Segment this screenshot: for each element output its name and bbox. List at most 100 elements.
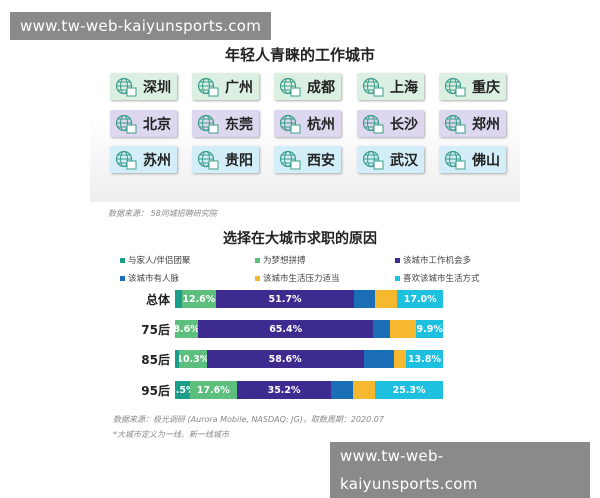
data-label: 12.6% [182, 293, 216, 305]
chart-note: *大城市定义为一线、新一线城市 [113, 430, 229, 439]
city-tile: 贵阳 [192, 146, 259, 173]
city-tile: 重庆 [439, 73, 506, 100]
globe-icon [279, 114, 301, 133]
city-tile: 上海 [357, 73, 424, 100]
city-tile: 佛山 [439, 146, 506, 173]
bar-segment: 25.3% [375, 381, 443, 399]
bar-segment: 58.6% [206, 350, 364, 368]
legend-swatch [395, 275, 400, 281]
legend-label: 该城市工作机会多 [403, 256, 472, 266]
globe-icon [197, 114, 219, 133]
data-label: 58.6% [268, 353, 302, 365]
city-name: 上海 [390, 79, 418, 96]
globe-icon [362, 150, 384, 169]
city-tile: 武汉 [357, 146, 424, 173]
watermark-banner: www.tw-web-kaiyunsports.com [10, 12, 272, 40]
bar-segment: 12.6% [181, 290, 216, 308]
data-label: 65.4% [269, 323, 303, 335]
data-label: 13.8% [408, 353, 441, 365]
bar-segment [354, 290, 376, 308]
data-label: 17.6% [196, 384, 230, 396]
data-label: 35.2% [267, 384, 301, 396]
data-label: 8.6% [175, 323, 198, 335]
bar-segment [175, 290, 182, 308]
globe-icon [362, 114, 384, 133]
legend-label: 与家人/伴侣团聚 [128, 256, 191, 266]
city-name: 成都 [307, 79, 335, 96]
bar-segment [375, 290, 398, 308]
globe-icon [279, 77, 301, 96]
legend-swatch [120, 275, 125, 281]
bar-segment: 9.9% [416, 320, 443, 338]
city-name: 西安 [307, 152, 335, 169]
bar-segment: 5.5% [175, 381, 190, 399]
bar-segment [331, 381, 354, 399]
city-name: 北京 [143, 116, 171, 133]
cities-source: 数据来源： 58同城招聘研究院 [108, 209, 217, 218]
watermark-banner: www.tw-web-kaiyunsports.com [330, 442, 590, 498]
data-label: 5.5% [175, 384, 190, 396]
category-label: 95后 [141, 384, 170, 398]
city-tile: 西安 [274, 146, 341, 173]
bar-segment [353, 381, 376, 399]
globe-icon [444, 150, 466, 169]
legend-item: 喜欢该城市生活方式 [395, 272, 480, 284]
city-name: 武汉 [390, 152, 418, 169]
legend-label: 该城市有人脉 [128, 274, 180, 284]
data-label: 9.9% [416, 323, 443, 335]
city-name: 重庆 [472, 79, 500, 96]
globe-icon [197, 77, 219, 96]
city-tile: 杭州 [274, 110, 341, 137]
legend-label: 为梦想拼搏 [263, 256, 306, 266]
city-name: 广州 [225, 79, 253, 96]
globe-icon [362, 77, 384, 96]
category-label: 总体 [145, 293, 170, 307]
city-name: 东莞 [225, 116, 253, 133]
bar-segment: 65.4% [198, 320, 374, 338]
legend-swatch [255, 257, 260, 263]
bar-segment: 17.6% [189, 381, 237, 399]
city-name: 长沙 [390, 116, 418, 133]
city-tile: 郑州 [439, 110, 506, 137]
city-name: 苏州 [143, 152, 171, 169]
legend-label: 该城市生活压力适当 [263, 274, 340, 284]
city-tile: 北京 [110, 110, 177, 137]
bar-segment [175, 350, 180, 368]
bar-segment [394, 350, 406, 368]
city-tile: 长沙 [357, 110, 424, 137]
bar-segment [390, 320, 417, 338]
city-tile: 深圳 [110, 73, 177, 100]
bar-segment: 51.7% [215, 290, 355, 308]
cities-title: 年轻人青睐的工作城市 [224, 46, 375, 64]
city-tile: 东莞 [192, 110, 259, 137]
chart-source: 数据来源：极光调研 (Aurora Mobile, NASDAQ: JG)，取数… [113, 415, 384, 424]
city-name: 杭州 [307, 116, 335, 133]
data-label: 51.7% [268, 293, 302, 305]
legend-label: 喜欢该城市生活方式 [403, 274, 480, 284]
globe-icon [115, 77, 137, 96]
data-label: 17.0% [403, 293, 437, 305]
legend-item: 该城市有人脉 [120, 272, 179, 284]
city-tile: 广州 [192, 73, 259, 100]
legend-swatch [255, 275, 260, 281]
globe-icon [115, 150, 137, 169]
legend-item: 为梦想拼搏 [255, 254, 306, 266]
city-name: 佛山 [472, 152, 500, 169]
category-label: 75后 [141, 323, 170, 337]
globe-icon [444, 114, 466, 133]
bar-segment: 35.2% [236, 381, 332, 399]
data-label: 25.3% [392, 384, 426, 396]
bar-segment [363, 350, 395, 368]
legend-swatch [120, 257, 125, 263]
category-label: 85后 [141, 353, 170, 367]
legend-item: 与家人/伴侣团聚 [120, 254, 190, 266]
globe-icon [444, 77, 466, 96]
bar-segment: 8.6% [175, 320, 199, 338]
bar-segment: 10.3% [179, 350, 207, 368]
city-name: 深圳 [143, 79, 171, 96]
bar-segment [373, 320, 391, 338]
city-name: 郑州 [472, 116, 500, 133]
bar-segment: 13.8% [406, 350, 443, 368]
chart-title: 选择在大城市求职的原因 [223, 231, 377, 247]
globe-icon [279, 150, 301, 169]
